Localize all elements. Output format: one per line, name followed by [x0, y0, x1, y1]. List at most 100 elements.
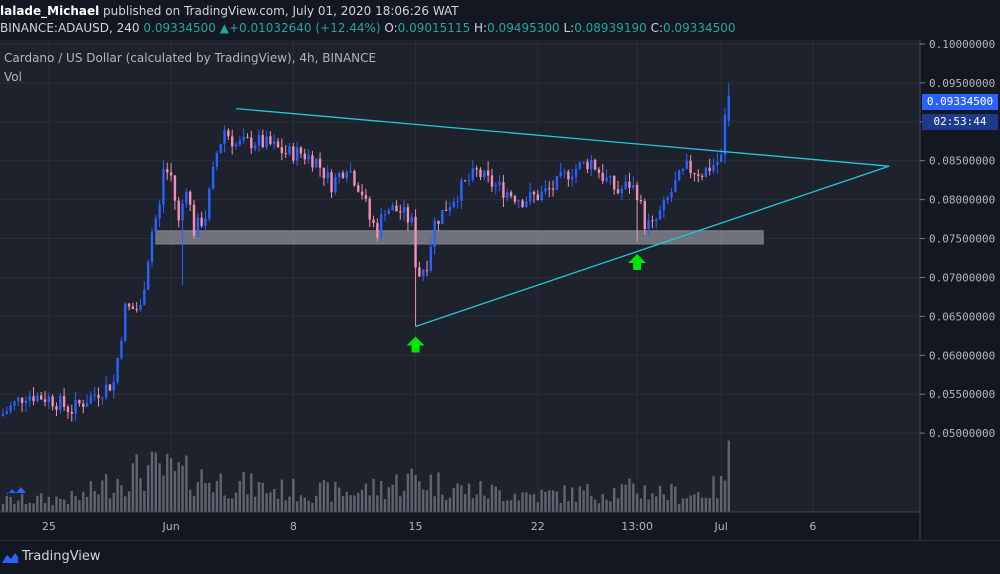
candle-body [43, 399, 47, 402]
candle-body [544, 188, 547, 192]
y-tick-label: 0.08000000 [929, 194, 995, 207]
candle-body [196, 217, 200, 236]
volume-bar [444, 499, 448, 512]
volume-bar [536, 502, 539, 512]
footer-brand[interactable]: TradingView [22, 549, 101, 564]
candle-body [452, 201, 455, 208]
chart-legend: Cardano / US Dollar (calculated by Tradi… [4, 51, 376, 89]
last-price: 0.09334500 [143, 21, 216, 35]
volume-bar [89, 481, 93, 512]
volume-bar [307, 500, 310, 512]
volume-bar [616, 498, 620, 512]
volume-bar [104, 473, 108, 512]
volume-bar [658, 485, 662, 512]
low-label: L: [563, 21, 575, 35]
volume-bar [540, 489, 543, 512]
volume-bar [131, 463, 135, 512]
volume-bar [169, 458, 173, 512]
volume-bar [490, 484, 494, 512]
up-arrow-icon[interactable] [406, 336, 425, 353]
volume-bar [166, 453, 169, 512]
candle-body [322, 167, 326, 179]
candle-body [269, 136, 272, 145]
volume-bar [651, 493, 654, 512]
time-axis[interactable]: 25 Jun 8 15 22 13:00 Jul 6 [42, 520, 817, 533]
candle-body [51, 396, 54, 407]
candle-body [395, 205, 398, 212]
lower-trendline[interactable] [415, 165, 890, 328]
candle-body [689, 160, 692, 174]
candle-body [704, 167, 708, 177]
candle-body [536, 194, 539, 201]
close-label: C: [650, 21, 663, 35]
volume-bar [265, 493, 268, 512]
candle-body [276, 141, 280, 148]
candle-body [509, 192, 513, 197]
symbol-line: BINANCE:ADAUSD, 240 [0, 21, 140, 35]
volume-bar [341, 496, 345, 512]
x-tick-label: 13:00 [621, 520, 653, 533]
candle-body [93, 394, 96, 396]
x-tick-label: Jun [161, 520, 179, 533]
published-text: published on TradingView.com, July 01, 2… [103, 4, 459, 18]
volume-bar [154, 452, 157, 512]
support-zone-rect[interactable] [155, 230, 764, 245]
candle-body [36, 395, 39, 402]
up-arrow-icon[interactable] [628, 253, 647, 270]
plot-area [0, 40, 920, 512]
price-chart[interactable]: 0.100000000.095000000.090000000.08500000… [0, 40, 1000, 540]
candle-body [238, 140, 242, 145]
volume-bar [464, 494, 467, 512]
volume-bar [238, 480, 242, 512]
chart-header: lalade_Michael published on TradingView.… [0, 0, 1000, 40]
candle-body [593, 159, 597, 170]
candle-body [127, 303, 131, 307]
volume-bar [716, 498, 719, 512]
candles [1, 83, 730, 422]
candle-body [639, 199, 643, 202]
volume-bar [276, 498, 280, 512]
candle-body [59, 396, 62, 410]
candle-body [387, 210, 391, 215]
volume-bar [368, 495, 371, 512]
candle-body [146, 262, 150, 290]
volume-bar [395, 474, 398, 512]
candle-body [483, 170, 486, 178]
candle-body [101, 397, 104, 399]
candle-body [364, 195, 368, 199]
author-name[interactable]: lalade_Michael [0, 4, 100, 18]
volume-bar [5, 495, 9, 512]
x-tick-label: 22 [531, 520, 545, 533]
volume-bar [697, 492, 700, 512]
candle-body [181, 203, 184, 221]
volume-bar [326, 482, 329, 512]
volume-bar [17, 500, 20, 512]
x-tick-label: 6 [809, 520, 816, 533]
candle-body [13, 401, 16, 406]
candle-body [651, 220, 654, 222]
volume-bar [139, 478, 142, 512]
price-axis[interactable]: 0.100000000.095000000.090000000.08500000… [920, 40, 995, 440]
candle-body [112, 381, 115, 391]
candle-body [613, 175, 616, 190]
candle-body [353, 170, 356, 186]
upper-trendline[interactable] [235, 107, 890, 167]
close-value: 0.09334500 [662, 21, 736, 35]
candle-body [502, 182, 505, 198]
x-tick-label: Jul [714, 520, 728, 533]
volume-bar [517, 500, 520, 512]
candle-body [425, 269, 429, 271]
volume-bar [253, 496, 257, 512]
volume-bar [55, 496, 58, 512]
volume-bar [196, 481, 200, 512]
candle-body [506, 192, 509, 198]
candle-body [40, 395, 43, 400]
open-label: O: [384, 21, 398, 35]
volume-bar [204, 482, 207, 512]
candle-body [135, 308, 138, 310]
candle-body [456, 200, 459, 202]
last-price-badge: 0.09334500 [922, 94, 998, 110]
candle-body [219, 144, 222, 154]
candle-body [32, 396, 35, 402]
candle-body [643, 201, 646, 230]
